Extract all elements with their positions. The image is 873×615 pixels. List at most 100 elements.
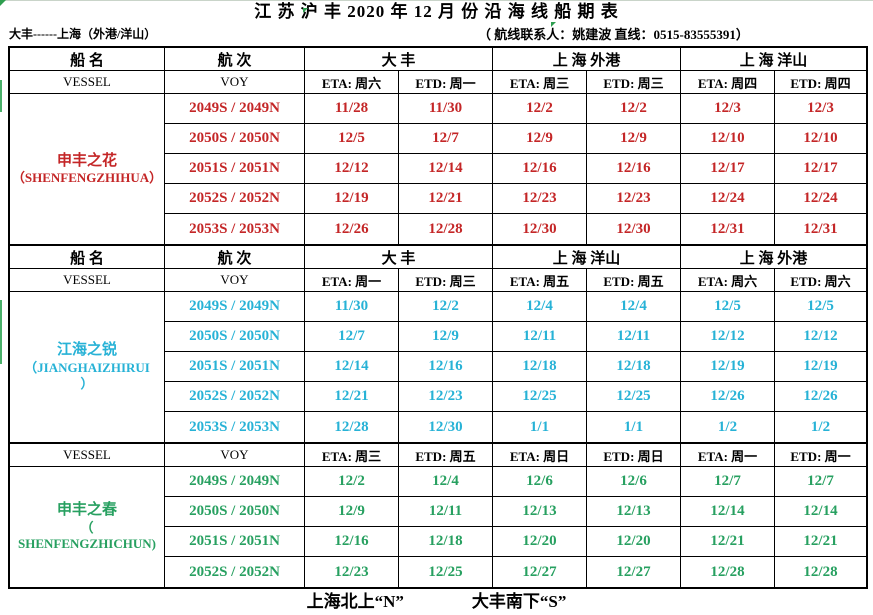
date-cell: 12/28 [681, 557, 775, 587]
date-cell: 12/21 [803, 533, 838, 549]
eta-etd-header: ETD: 周一 [775, 444, 866, 467]
vessel-name-latin: ） [80, 376, 94, 392]
date-cell: 12/30 [587, 214, 681, 244]
voyage-cell: 2052S / 2052N [165, 382, 305, 411]
date-cell: 12/14 [399, 154, 493, 183]
date-cell: 12/14 [803, 503, 838, 519]
date-cell: 12/6 [587, 467, 681, 496]
excel-marker-icon [303, 8, 308, 13]
voyage-cell: 2050S / 2050N [165, 497, 305, 526]
date-cell: 12/27 [493, 557, 587, 587]
route-label: 大丰------上海（外港/洋山） [9, 27, 157, 41]
contact-label: （ 航线联系人：姚建波 直线：0515-83555391） [478, 27, 749, 42]
footer-north-label: 上海北上“N” [306, 591, 404, 611]
voyage-rows: 2049S / 2049N 12/2 12/4 12/6 12/6 12/7 12/7 205… [165, 467, 866, 587]
date-cell: 12/4 [587, 292, 681, 321]
date-cell: 11/28 [305, 94, 399, 123]
vessel-section-1: 船 名航 次大 丰上 海 外港上 海 洋山 VESSEL VOY ETA: 周六 ETD… [10, 48, 866, 246]
date-cell: 12/26 [803, 388, 838, 404]
voyage-cell: 2049S / 2049N [165, 292, 305, 321]
date-cell: 12/11 [493, 322, 587, 351]
date-cell: 12/23 [399, 382, 493, 411]
date-cell: 12/21 [399, 184, 493, 213]
voyage-cell: 2051S / 2051N [165, 527, 305, 556]
date-cell: 12/16 [305, 527, 399, 556]
eta-etd-header: ETD: 周三 [587, 71, 681, 94]
date-cell: 12/9 [305, 497, 399, 526]
voyage-row: 2051S / 2051N 12/16 12/18 12/20 12/20 12/21 12… [165, 527, 866, 557]
date-cell: 12/3 [681, 94, 775, 123]
en-header-row: VESSEL VOY ETA: 周六 ETD: 周一 ETA: 周三 ETD: 周三 ETA… [10, 71, 866, 94]
voyage-cell: 2053S / 2053N [165, 412, 305, 442]
top-border-line [0, 0, 873, 1]
voyage-cell: 2051S / 2051N [165, 154, 305, 183]
voyage-row: 2050S / 2050N 12/7 12/9 12/11 12/11 12/12 12/1… [165, 322, 866, 352]
date-cell: 12/14 [681, 497, 775, 526]
voyage-row: 2050S / 2050N 12/5 12/7 12/9 12/9 12/10 12/10 [165, 124, 866, 154]
date-cell: 12/11 [587, 322, 681, 351]
date-cell: 12/10 [681, 124, 775, 153]
page-title: 江 苏 沪 丰 2020 年 12 月 份 沿 海 线 船 期 表 [254, 2, 619, 21]
date-cell: 12/26 [681, 382, 775, 411]
vessel-name-cn: 申丰之花 [56, 152, 117, 169]
date-cell: 12/16 [399, 352, 493, 381]
date-cell: 12/12 [305, 154, 399, 183]
vessel-en-header: VESSEL [10, 269, 165, 292]
date-cell: 12/5 [807, 298, 834, 314]
voyage-row: 2052S / 2052N 12/21 12/23 12/25 12/25 12/26 12… [165, 382, 866, 412]
date-cell: 12/9 [493, 124, 587, 153]
left-edge-artifact [0, 80, 2, 112]
date-cell: 12/21 [305, 382, 399, 411]
date-cell: 12/12 [803, 328, 838, 344]
date-cell: 12/9 [587, 124, 681, 153]
date-cell: 12/18 [587, 352, 681, 381]
vessel-name-cn: 江海之锐 [56, 342, 117, 359]
eta-etd-header: ETA: 周三 [493, 71, 587, 94]
vessel-name: 申丰之春（SHENFENGZHICHUN) [10, 467, 165, 587]
excel-marker-icon [551, 22, 556, 27]
eta-etd-header: ETA: 周三 [305, 444, 399, 467]
date-cell: 12/6 [493, 467, 587, 496]
left-edge-artifact [0, 300, 2, 364]
voyage-cell: 2050S / 2050N [165, 124, 305, 153]
voyage-cell: 2052S / 2052N [165, 557, 305, 587]
date-cell: 12/5 [681, 292, 775, 321]
date-cell: 12/27 [587, 557, 681, 587]
date-cell: 12/16 [493, 154, 587, 183]
eta-etd-header: ETD: 周日 [587, 444, 681, 467]
date-cell: 12/2 [587, 94, 681, 123]
date-cell: 12/28 [399, 214, 493, 244]
date-cell: 12/25 [399, 557, 493, 587]
eta-etd-header: ETA: 周一 [305, 269, 399, 292]
voyage-row: 2051S / 2051N 12/12 12/14 12/16 12/16 12/17 12… [165, 154, 866, 184]
date-cell: 12/28 [803, 563, 838, 580]
eta-etd-header: ETD: 周三 [399, 269, 493, 292]
date-cell: 11/30 [399, 94, 493, 123]
vessel-cn-header: 船 名 [10, 246, 165, 269]
vessel-name-latin: （ [80, 520, 94, 536]
date-cell: 12/9 [399, 322, 493, 351]
excel-marker-icon [0, 0, 6, 6]
en-header-row: VESSEL VOY ETA: 周三 ETD: 周五 ETA: 周日 ETD: 周日 ETA… [10, 444, 866, 467]
vessel-name-latin: （JIANGHAIZHIRUI [24, 360, 150, 376]
subtitle-row: 大丰------上海（外港/洋山） （ 航线联系人：姚建波 直线：0515-83… [0, 23, 873, 46]
vessel-en-header: VESSEL [10, 444, 165, 467]
voyage-row: 2051S / 2051N 12/14 12/16 12/18 12/18 12/19 12… [165, 352, 866, 382]
section-body: 江海之锐 （JIANGHAIZHIRUI） 2049S / 2049N 11/30 12… [10, 292, 866, 442]
date-cell: 12/14 [305, 352, 399, 381]
voy-en-header: VOY [165, 444, 305, 467]
date-cell: 11/30 [305, 292, 399, 321]
vessel-en-header: VESSEL [10, 71, 165, 94]
date-cell: 12/16 [587, 154, 681, 183]
date-cell: 12/23 [305, 557, 399, 587]
cn-header-row: 船 名航 次大 丰上 海 外港上 海 洋山 [10, 48, 866, 71]
voyage-row: 2049S / 2049N 11/28 11/30 12/2 12/2 12/3 12/3 [165, 94, 866, 124]
date-cell: 12/17 [681, 154, 775, 183]
voyage-row: 2052S / 2052N 12/23 12/25 12/27 12/27 12/28 12… [165, 557, 866, 587]
date-cell: 12/20 [587, 527, 681, 556]
vessel-name: 申丰之花 （SHENFENGZHIHUA） [10, 94, 165, 244]
vessel-section-2: 船 名航 次大 丰上 海 洋山上 海 外港 VESSEL VOY ETA: 周一 ETD… [10, 246, 866, 444]
date-cell: 12/12 [681, 322, 775, 351]
date-cell: 12/3 [807, 100, 834, 116]
voyage-row: 2049S / 2049N 11/30 12/2 12/4 12/4 12/5 12/5 [165, 292, 866, 322]
